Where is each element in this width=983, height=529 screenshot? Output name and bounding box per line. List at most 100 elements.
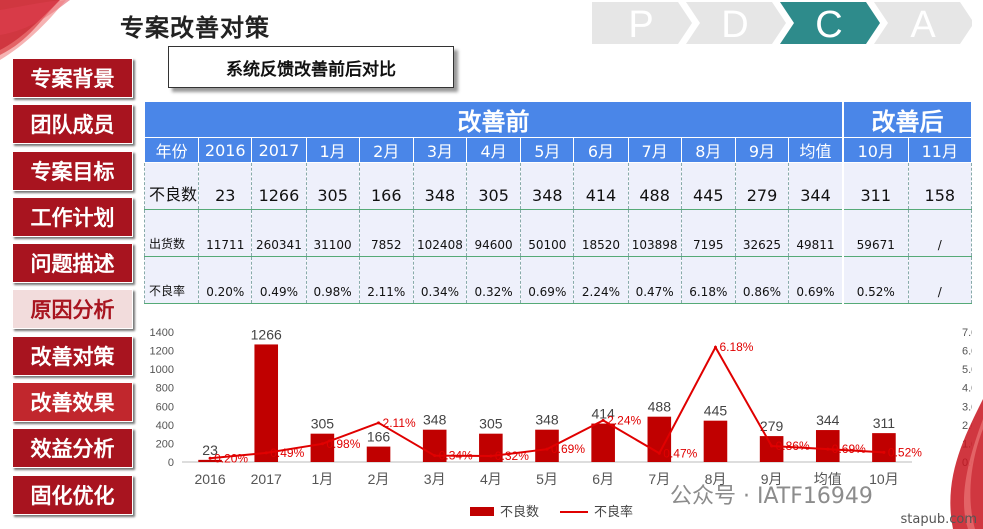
- table-cell: 103898: [627, 209, 682, 257]
- column-header: 1月: [305, 137, 360, 163]
- table-cell: 166: [358, 162, 414, 210]
- rate-label: 0.69%: [832, 442, 866, 456]
- rate-point: [208, 456, 212, 460]
- table-cell: 0.34%: [412, 256, 468, 304]
- x-tick-label: 6月: [592, 471, 614, 487]
- table-cell: 305: [305, 162, 360, 210]
- nav-item-7[interactable]: 改善效果: [12, 382, 133, 423]
- y-tick-left: 800: [156, 383, 174, 395]
- column-header: 6月: [573, 137, 629, 163]
- legend-bar-swatch: [470, 507, 494, 516]
- nav-item-1[interactable]: 团队成员: [12, 104, 133, 145]
- bar: [254, 344, 279, 462]
- table-row: 出货数 11711 260341 31100 7852 102408 94600 50100 1…: [143, 209, 973, 257]
- x-tick-label: 3月: [424, 471, 446, 487]
- table-cell: 0.32%: [466, 256, 522, 304]
- bar: [535, 429, 559, 462]
- comparison-table: 改善前 改善后 年份 2016 2017 1月 2月 3月 4月 5月 6月 7月 8月 9月 均值 1…: [143, 101, 973, 304]
- nav-item-4[interactable]: 问题描述: [12, 243, 133, 284]
- table-cell: 344: [788, 162, 844, 210]
- bar-value-label: 279: [760, 418, 784, 434]
- table-cell: 348: [412, 162, 468, 210]
- site-link[interactable]: stapub.com: [900, 512, 977, 527]
- rate-label: 0.98%: [326, 437, 360, 451]
- rate-label: 6.18%: [719, 340, 753, 354]
- table-row: 不良数 23 1266 305 166 348 305 348 414 488 445 279 344 3…: [143, 162, 973, 210]
- column-header: 3月: [412, 137, 468, 163]
- column-header: 5月: [520, 137, 575, 163]
- column-header: 8月: [680, 137, 736, 163]
- rate-point: [770, 444, 774, 448]
- nav-item-6[interactable]: 改善对策: [12, 335, 133, 376]
- table-cell-after: 59671: [841, 209, 909, 257]
- table-cell: 0.20%: [198, 256, 253, 304]
- table-cell: 31100: [305, 209, 360, 257]
- nav-item-9[interactable]: 固化优化: [12, 474, 133, 515]
- column-header: 4月: [466, 137, 522, 163]
- bar-value-label: 348: [535, 412, 559, 428]
- nav-item-5[interactable]: 原因分析: [12, 289, 133, 330]
- rate-point: [545, 447, 549, 451]
- column-header-after: 11月: [907, 137, 973, 163]
- rate-label: 0.34%: [439, 449, 473, 463]
- table-cell-after: 0.52%: [841, 256, 909, 304]
- bar-value-label: 166: [367, 429, 391, 445]
- red-swoosh-decoration-right: [950, 399, 983, 529]
- rate-label: 0.49%: [270, 446, 304, 460]
- y-tick-right: 4.00%: [962, 383, 972, 395]
- bar-value-label: 445: [704, 403, 728, 419]
- pdca-letter: A: [910, 4, 936, 44]
- y-tick-left: 1400: [150, 327, 174, 339]
- table-cell: 6.18%: [680, 256, 736, 304]
- bar-value-label: 414: [591, 406, 615, 422]
- rate-label: 0.32%: [495, 449, 529, 463]
- rate-point: [377, 421, 381, 425]
- x-tick-label: 2月: [368, 471, 390, 487]
- rate-label: 0.86%: [776, 439, 810, 453]
- rate-label: 0.47%: [663, 446, 697, 460]
- nav-item-8[interactable]: 效益分析: [12, 428, 133, 469]
- rate-label: 0.20%: [214, 451, 248, 465]
- table-cell: 49811: [788, 209, 844, 257]
- table-cell: 50100: [520, 209, 575, 257]
- y-tick-right: 3.00%: [962, 401, 972, 413]
- nav-item-2[interactable]: 专案目标: [12, 150, 133, 191]
- table-cell: 11711: [198, 209, 253, 257]
- table-cell: 348: [520, 162, 575, 210]
- nav-item-3[interactable]: 工作计划: [12, 196, 133, 237]
- bar: [703, 420, 728, 462]
- rate-point: [826, 447, 830, 451]
- page-title: 专案改善对策: [120, 14, 270, 42]
- table-cell: 102408: [412, 209, 468, 257]
- x-tick-label: 均值: [814, 471, 842, 487]
- column-header-row: 年份 2016 2017 1月 2月 3月 4月 5月 6月 7月 8月 9月 均值 10月 11月: [143, 137, 973, 163]
- row-label: 出货数: [143, 209, 200, 257]
- table-cell-after: 311: [841, 162, 909, 210]
- x-tick-label: 2016: [194, 471, 225, 487]
- table-cell: 2.24%: [573, 256, 629, 304]
- table-cell-after: 158: [907, 162, 973, 210]
- bar-value-label: 1266: [251, 326, 282, 342]
- table-cell: 18520: [573, 209, 629, 257]
- x-tick-label: 5月: [536, 471, 558, 487]
- rate-point: [601, 418, 605, 422]
- table-cell: 0.86%: [734, 256, 790, 304]
- table-cell: 94600: [466, 209, 522, 257]
- y-tick-left: 600: [156, 401, 174, 413]
- rate-label: 0.69%: [551, 442, 585, 456]
- x-tick-label: 10月: [869, 471, 899, 487]
- nav-item-0[interactable]: 专案背景: [12, 58, 133, 98]
- rate-point: [320, 442, 324, 446]
- bar: [815, 430, 840, 462]
- table-cell: 7195: [680, 209, 736, 257]
- rate-point: [657, 451, 661, 455]
- legend-label: 不良数: [500, 504, 539, 520]
- rate-label: 0.52%: [888, 445, 922, 459]
- x-tick-label: 2017: [251, 471, 282, 487]
- table-cell: 23: [198, 162, 253, 210]
- table-cell: 1266: [251, 162, 307, 210]
- table-cell: 445: [680, 162, 736, 210]
- pdca-letter: D: [721, 4, 748, 44]
